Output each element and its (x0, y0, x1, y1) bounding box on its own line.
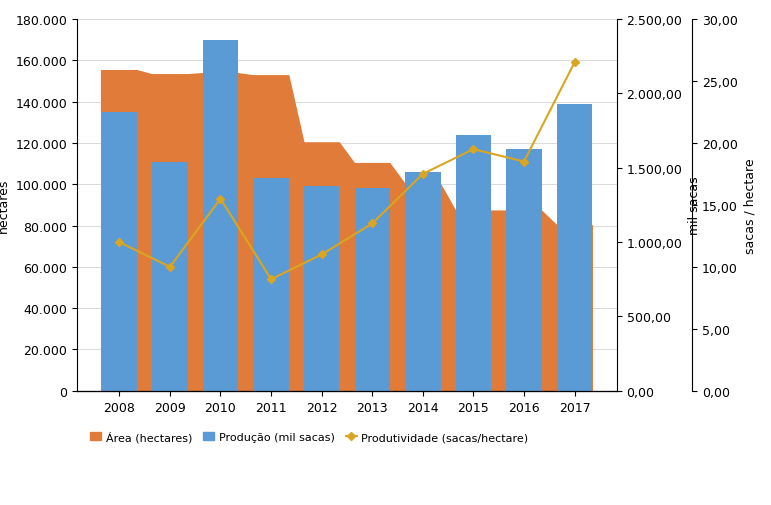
Legend: Área (hectares), Produção (mil sacas), Produtividade (sacas/hectare): Área (hectares), Produção (mil sacas), P… (86, 426, 533, 447)
Y-axis label: mil sacas: mil sacas (688, 176, 701, 235)
Produtividade (sacas/hectare) (165, 264, 174, 270)
Bar (152, 162, 187, 391)
Bar (304, 187, 339, 391)
Produtividade (sacas/hectare) (368, 221, 377, 227)
Bar (557, 105, 592, 391)
Polygon shape (102, 72, 592, 391)
Line: Produtividade (sacas/hectare): Produtividade (sacas/hectare) (116, 61, 577, 282)
Bar (456, 135, 491, 391)
Produtividade (sacas/hectare) (520, 159, 529, 165)
Bar (405, 173, 440, 391)
Produtividade (sacas/hectare) (469, 147, 478, 153)
Bar (102, 113, 137, 391)
Bar (355, 189, 390, 391)
Produtividade (sacas/hectare) (570, 60, 579, 66)
Y-axis label: sacas / hectare: sacas / hectare (743, 158, 756, 253)
Produtividade (sacas/hectare) (317, 252, 326, 258)
Bar (203, 40, 238, 391)
Produtividade (sacas/hectare) (418, 172, 427, 178)
Bar (254, 179, 289, 391)
Produtividade (sacas/hectare) (267, 277, 276, 283)
Produtividade (sacas/hectare) (115, 239, 124, 245)
Y-axis label: hectares: hectares (0, 178, 10, 233)
Bar (507, 150, 542, 391)
Produtividade (sacas/hectare) (216, 196, 225, 203)
